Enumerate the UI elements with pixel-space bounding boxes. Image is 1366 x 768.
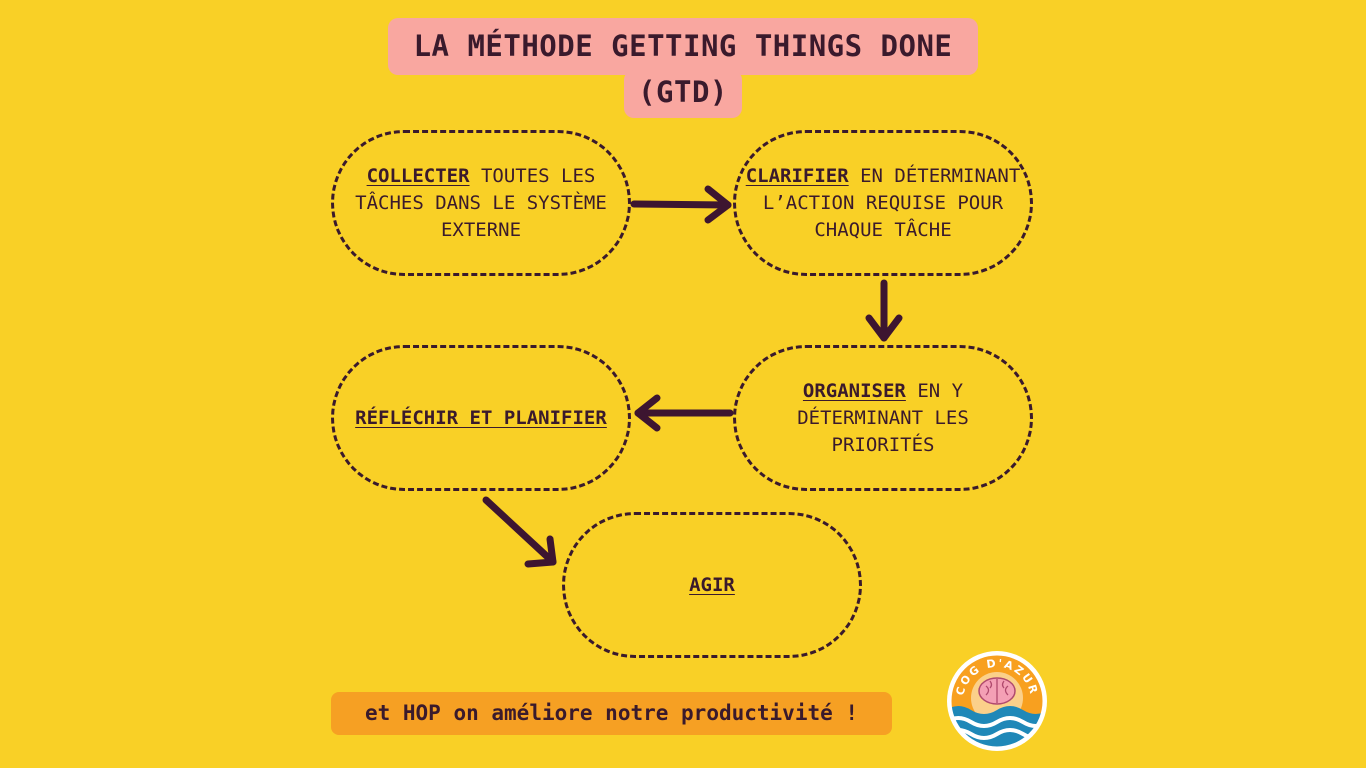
- step-organize-keyword: ORGANISER: [802, 379, 906, 402]
- step-clarify-text: EN DÉTERMINANT L’ACTION REQUISE POUR CHA…: [762, 164, 1021, 241]
- arrow-reflect-to-act: [482, 496, 557, 568]
- step-act: AGIR: [562, 512, 862, 658]
- step-reflect: RÉFLÉCHIR ET PLANIFIER: [331, 345, 631, 491]
- step-clarify-keyword: CLARIFIER: [745, 164, 849, 187]
- step-organize: ORGANISER EN Y DÉTERMINANT LES PRIORITÉS: [733, 345, 1033, 491]
- arrow-clarify-to-organize: [865, 279, 903, 342]
- step-collect-text: TOUTES LES TÂCHES DANS LE SYSTÈME EXTERN…: [355, 164, 607, 241]
- step-reflect-keyword: RÉFLÉCHIR ET PLANIFIER: [355, 406, 607, 429]
- brain-wave-logo-icon: COG D'AZUR: [947, 651, 1047, 751]
- step-collect-keyword: COLLECTER: [366, 164, 470, 187]
- brain-icon: [978, 677, 1016, 705]
- step-organize-text: EN Y DÉTERMINANT LES PRIORITÉS: [797, 379, 969, 456]
- footer-banner: et HOP on améliore notre productivité !: [331, 692, 892, 735]
- step-act-keyword: AGIR: [689, 573, 735, 596]
- arrow-organize-to-reflect: [634, 394, 734, 432]
- arrow-collect-to-clarify: [630, 185, 732, 224]
- page-title-abbreviation: (GTD): [624, 70, 742, 118]
- step-collect: COLLECTER TOUTES LES TÂCHES DANS LE SYST…: [331, 130, 631, 276]
- step-clarify: CLARIFIER EN DÉTERMINANT L’ACTION REQUIS…: [733, 130, 1033, 276]
- page-title: LA MÉTHODE GETTING THINGS DONE: [388, 18, 978, 75]
